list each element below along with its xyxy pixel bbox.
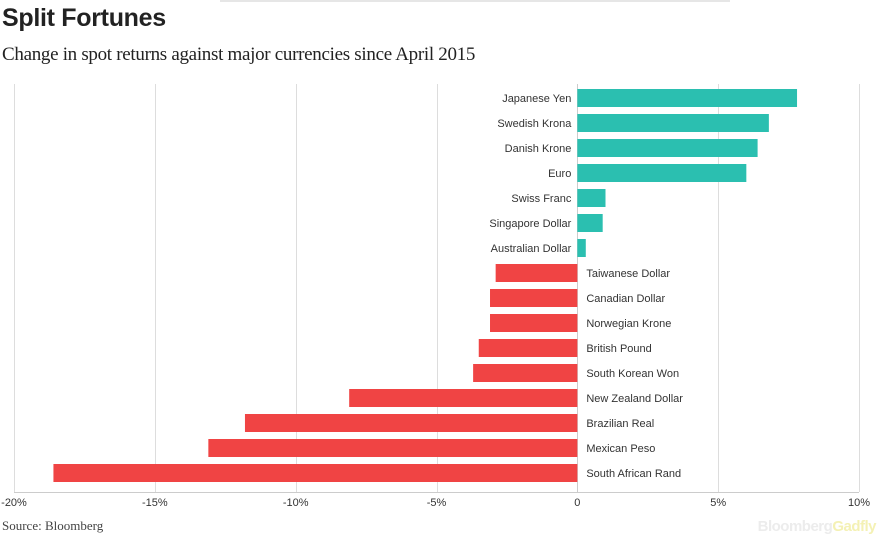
- brand-logo-part2: Gadfly: [832, 518, 876, 535]
- bar: [577, 189, 606, 207]
- source-note: Source: Bloomberg: [2, 518, 104, 533]
- x-tick-label: 0: [574, 497, 580, 509]
- x-tick-label: -20%: [1, 497, 27, 509]
- category-label: Brazilian Real: [586, 418, 654, 430]
- category-labels: Japanese Yen Swedish Krona Danish Krone Eur…: [489, 93, 683, 480]
- top-divider: [220, 0, 730, 2]
- bar: [473, 364, 578, 382]
- bar: [577, 214, 603, 232]
- brand-logo-part1: Bloomberg: [757, 518, 833, 535]
- category-label: British Pound: [586, 343, 651, 355]
- brand-logo: BloombergGadfly: [757, 518, 877, 535]
- category-label: Swiss Franc: [511, 193, 571, 205]
- x-tick-label: -5%: [427, 497, 447, 509]
- bar: [244, 414, 578, 432]
- category-label: South Korean Won: [586, 368, 679, 380]
- chart-subtitle: Change in spot returns against major cur…: [2, 44, 476, 65]
- category-label: New Zealand Dollar: [586, 393, 683, 405]
- bar: [577, 239, 586, 257]
- category-label: Taiwanese Dollar: [586, 268, 670, 280]
- bar: [490, 314, 578, 332]
- chart-title: Split Fortunes: [2, 4, 166, 32]
- bar: [577, 164, 747, 182]
- bar: [495, 264, 578, 282]
- bar: [208, 439, 578, 457]
- category-label: Norwegian Krone: [586, 318, 671, 330]
- bar: [478, 339, 578, 357]
- category-label: Japanese Yen: [502, 93, 571, 105]
- category-label: South African Rand: [586, 468, 681, 480]
- x-tick-label: 5%: [710, 497, 726, 509]
- bar: [490, 289, 578, 307]
- category-label: Euro: [548, 168, 571, 180]
- bar: [349, 389, 578, 407]
- x-tick-label: -15%: [142, 497, 168, 509]
- category-label: Singapore Dollar: [489, 218, 571, 230]
- category-label: Mexican Peso: [586, 443, 655, 455]
- x-tick-label: 10%: [848, 497, 870, 509]
- x-tick-labels: -20% -15% -10% -5% 0 5% 10%: [1, 497, 870, 509]
- category-label: Swedish Krona: [497, 118, 572, 130]
- bars: [53, 89, 798, 482]
- x-tick-label: -10%: [283, 497, 309, 509]
- category-label: Australian Dollar: [491, 243, 572, 255]
- category-label: Danish Krone: [505, 143, 572, 155]
- bar: [577, 89, 798, 107]
- category-label: Canadian Dollar: [586, 293, 665, 305]
- bar: [577, 114, 769, 132]
- bar: [53, 464, 578, 482]
- bar: [577, 139, 758, 157]
